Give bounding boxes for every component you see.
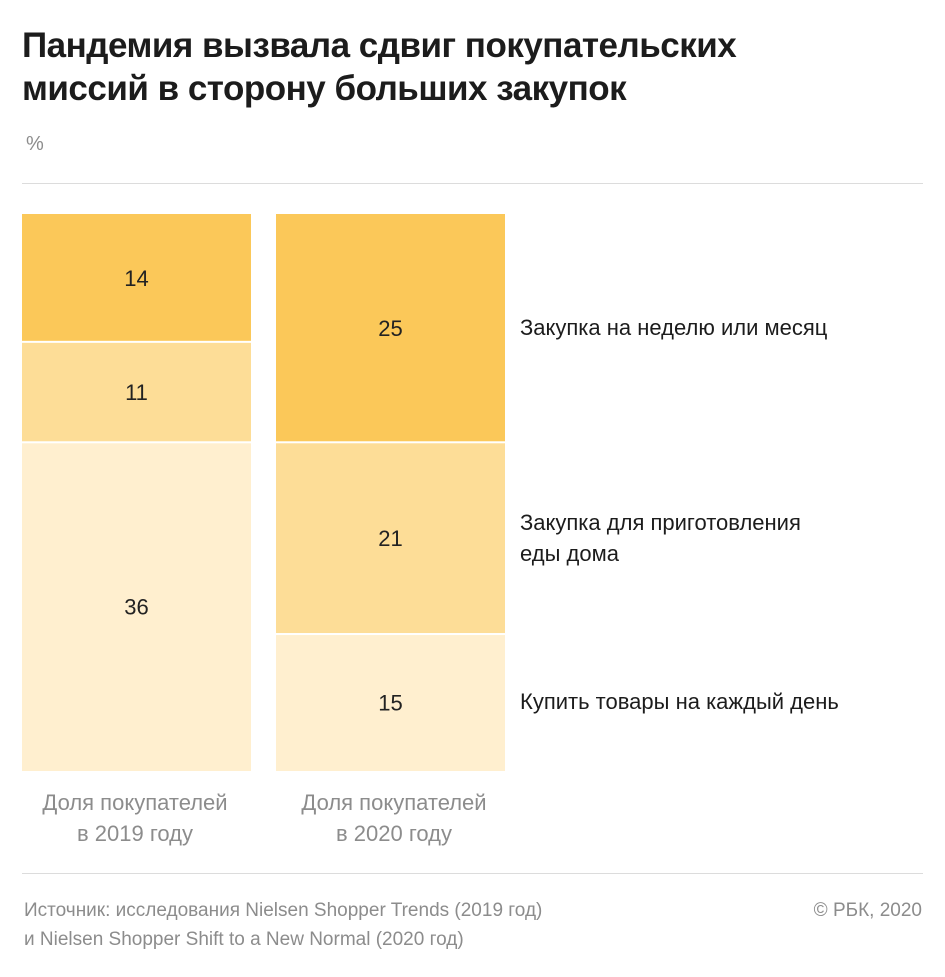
legend-label-line: Закупка для приготовления: [520, 510, 801, 535]
top-divider: [22, 183, 923, 184]
category-label-line: Доля покупателей: [301, 790, 487, 815]
legend-label-line: Купить товары на каждый день: [520, 689, 839, 714]
legend-label-line: еды дома: [520, 541, 619, 566]
bar-value-label: 25: [378, 316, 402, 341]
bar-segment: [276, 635, 505, 771]
source-line: и Nielsen Shopper Shift to a New Normal …: [24, 929, 464, 950]
chart-title-line: Пандемия вызвала сдвиг покупательских: [22, 26, 737, 65]
bar-segment: [22, 342, 251, 442]
bar-value-label: 11: [125, 380, 148, 405]
copyright: © РБК, 2020: [813, 900, 922, 921]
bottom-divider: [22, 873, 923, 874]
legend-label-line: Закупка на неделю или месяц: [520, 315, 828, 340]
bar-value-label: 14: [124, 266, 148, 291]
chart-title-line: миссий в сторону больших закупок: [22, 69, 627, 108]
legend-label-daily: Купить товары на каждый день: [520, 686, 839, 717]
bar-value-label: 36: [124, 595, 148, 620]
category-label-line: в 2020 году: [336, 821, 452, 846]
bar-segment: [276, 214, 505, 442]
category-label-2020: Доля покупателей в 2020 году: [274, 787, 514, 849]
bar-value-label: 21: [378, 526, 402, 551]
bar-segment: [22, 443, 251, 771]
bar-value-label: 15: [378, 691, 402, 716]
category-label-line: Доля покупателей: [42, 790, 228, 815]
category-label-2019: Доля покупателей в 2019 году: [15, 787, 255, 849]
legend-label-home-cooking: Закупка для приготовления еды дома: [520, 507, 801, 569]
source-note: Источник: исследования Nielsen Shopper T…: [24, 896, 542, 954]
unit-label: %: [26, 133, 44, 155]
legend-label-weekly: Закупка на неделю или месяц: [520, 312, 827, 343]
bar-segment: [276, 443, 505, 634]
bar-segment: [22, 214, 251, 341]
category-label-line: в 2019 году: [77, 821, 193, 846]
chart-title: Пандемия вызвала сдвиг покупательских ми…: [22, 24, 902, 110]
source-line: Источник: исследования Nielsen Shopper T…: [24, 900, 543, 921]
